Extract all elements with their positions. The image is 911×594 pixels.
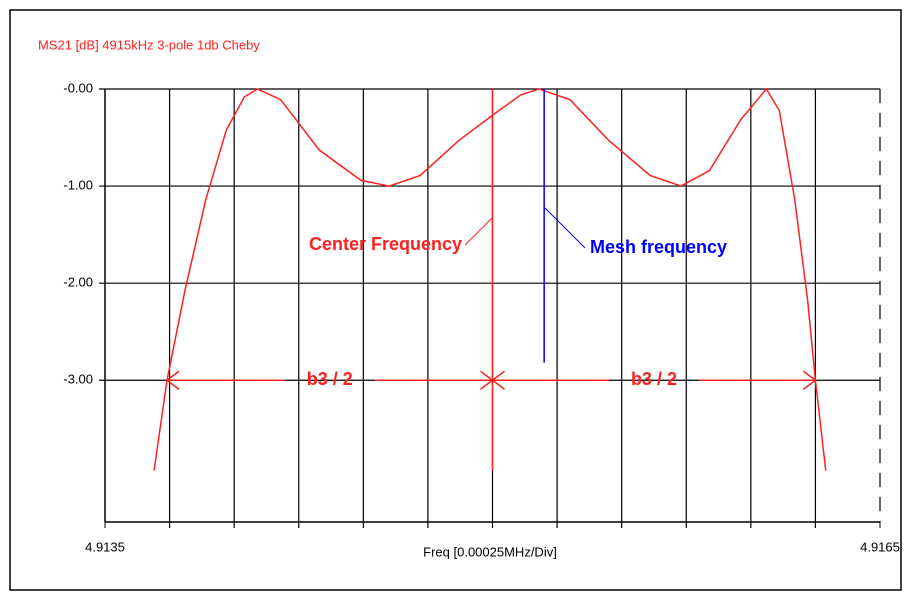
y-tick-label: -2.00 <box>63 275 93 290</box>
bandwidth-label: b3 / 2 <box>307 369 353 389</box>
annotation-label: Center Frequency <box>309 234 462 254</box>
bandwidth-label: b3 / 2 <box>631 369 677 389</box>
arrow-head <box>802 370 817 390</box>
y-tick-label: -3.00 <box>63 372 93 387</box>
y-tick-label: -1.00 <box>63 178 93 193</box>
y-tick-label: -0.00 <box>63 80 93 95</box>
annotation-label: Mesh frequency <box>590 237 727 257</box>
frame <box>9 9 902 591</box>
x-axis-label: Freq [0.00025MHz/Div] <box>423 544 557 559</box>
arrow-head <box>165 370 180 390</box>
chart-title: MS21 [dB] 4915kHz 3-pole 1db Cheby <box>38 37 260 52</box>
x-tick-label: 4.9135 <box>85 539 125 554</box>
x-tick-label: 4.9165 <box>860 539 900 554</box>
leader-line <box>464 217 493 246</box>
arrow-head <box>491 370 505 390</box>
curve <box>153 87 827 471</box>
leader-line <box>544 207 586 249</box>
